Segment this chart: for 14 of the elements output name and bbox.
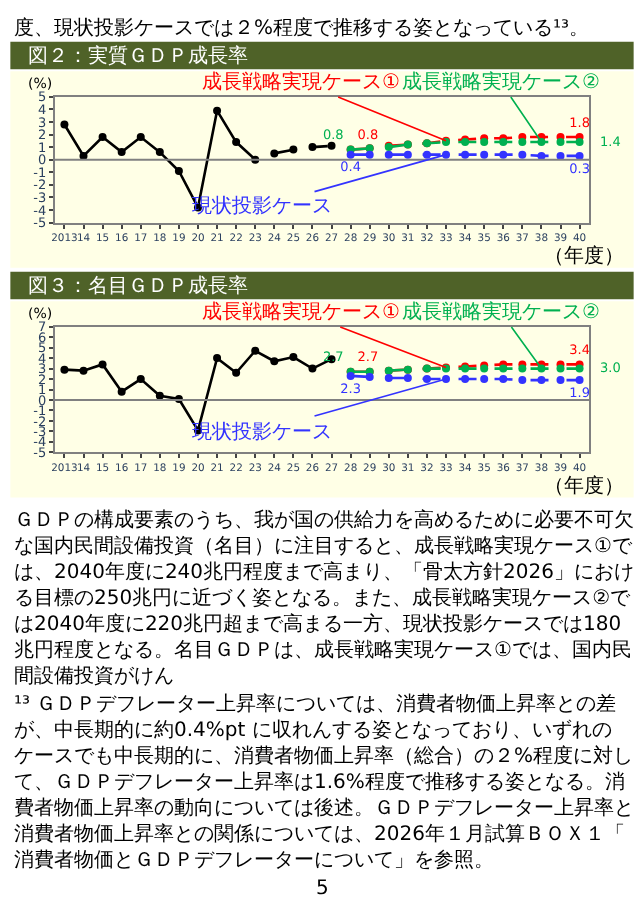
chart-title: 図３：名目ＧＤＰ成長率 bbox=[28, 274, 248, 298]
text: 現状投影ケース bbox=[192, 420, 332, 444]
chart-title: 図２：実質ＧＤＰ成長率 bbox=[28, 44, 248, 68]
text: 5 bbox=[316, 878, 329, 900]
text: 成長戦略実現ケース② bbox=[402, 300, 600, 324]
text: 現状投影ケース bbox=[192, 194, 332, 218]
x-axis-title: （年度） bbox=[544, 474, 624, 498]
text: ¹³ ＧＤＰデフレーター上昇率については、消費者物価上昇率との差が、中長期的に約0.4%pt に収れんする姿となっており、いずれのケースでも中長期的に、消費者物価上昇率（総合）の２%程度に対して、ＧＤＰデフレーター上昇率は1.6%程度で推移する姿となる。消費者物価上昇率の動向については後述。ＧＤＰデフレーター上昇率と消費者物価上昇率との関係については、2026年１月試算ＢＯＸ１「消費者物価とＧＤＰデフレーターについて」を参照。 bbox=[14, 692, 634, 872]
text: 度、現状投影ケースでは２%程度で推移する姿となっている¹³。 bbox=[14, 16, 590, 40]
text: 成長戦略実現ケース① bbox=[202, 300, 400, 324]
text: ＧＤＰの構成要素のうち、我が国の供給力を高めるために必要不可欠な国内民間設備投資（名目）に注目すると、成長戦略実現ケース①では、2040年度に240兆円程度まで高まり、「骨太方針2026」における目標の250兆円に近づく姿となる。また、成長戦略実現ケース②では2040年度に220兆円超まで高まる一方、現状投影ケースでは180兆円程度となる。名目ＧＤＰは、成長戦略実現ケース①では、国内民間設備投資がけん bbox=[14, 508, 634, 688]
text: 成長戦略実現ケース② bbox=[402, 70, 600, 94]
text: 成長戦略実現ケース① bbox=[202, 70, 400, 94]
x-axis-title: （年度） bbox=[544, 244, 624, 268]
